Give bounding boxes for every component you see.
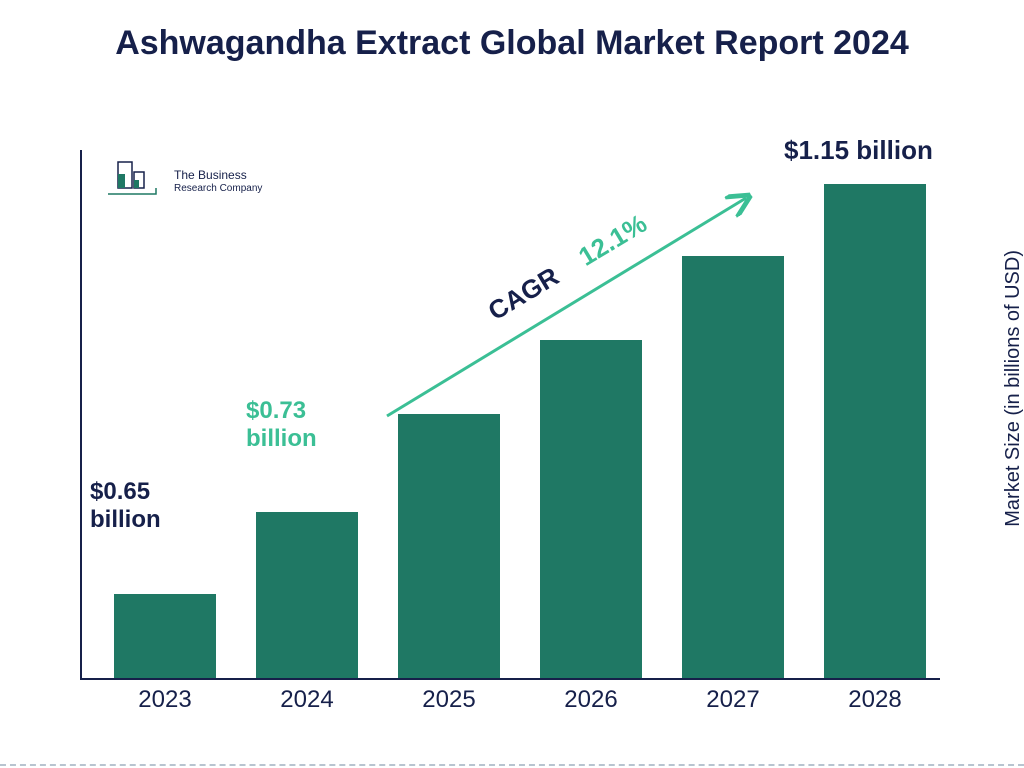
x-label-2027: 2027 — [682, 686, 784, 714]
bars-group — [80, 150, 940, 678]
x-labels: 2023 2024 2025 2026 2027 2028 — [80, 686, 940, 726]
x-label-2028: 2028 — [824, 686, 926, 714]
chart-area — [80, 150, 940, 680]
bar-2026 — [540, 340, 642, 678]
x-label-2024: 2024 — [256, 686, 358, 714]
bar-2024 — [256, 512, 358, 678]
value-label-1: $0.73billion — [246, 397, 317, 452]
value-label-2: $1.15 billion — [784, 136, 933, 166]
bar-2025 — [398, 414, 500, 678]
x-label-2026: 2026 — [540, 686, 642, 714]
bottom-dashed-line — [0, 764, 1024, 766]
x-label-2023: 2023 — [114, 686, 216, 714]
y-axis-label-text: Market Size (in billions of USD) — [1002, 250, 1024, 527]
title-text: Ashwagandha Extract Global Market Report… — [115, 24, 909, 62]
bar-2023 — [114, 594, 216, 678]
y-axis-label: Market Size (in billions of USD) — [1002, 250, 1024, 527]
bar-2027 — [682, 256, 784, 678]
bar-2028 — [824, 184, 926, 678]
chart-container: Ashwagandha Extract Global Market Report… — [0, 0, 1024, 768]
x-label-2025: 2025 — [398, 686, 500, 714]
value-label-0: $0.65billion — [90, 478, 161, 533]
x-axis — [80, 678, 940, 680]
chart-title: Ashwagandha Extract Global Market Report… — [0, 22, 1024, 65]
